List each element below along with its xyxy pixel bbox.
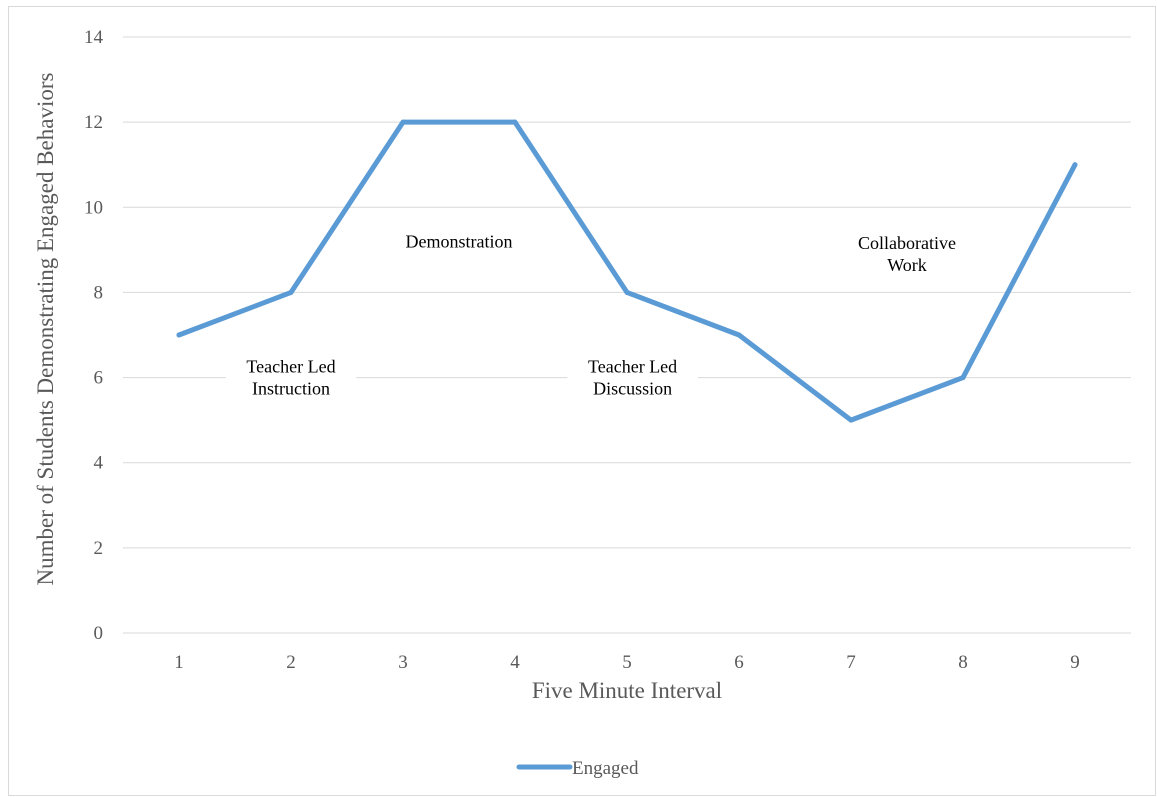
data-point-4 (512, 119, 518, 125)
annotation-text: Teacher Led (588, 357, 677, 377)
annotations: Teacher LedInstructionDemonstrationTeach… (225, 227, 982, 403)
y-tick-label-12: 12 (84, 112, 103, 133)
x-tick-label-9: 9 (1070, 652, 1080, 673)
annotation-text: Instruction (252, 379, 330, 399)
legend-label-engaged: Engaged (572, 758, 639, 779)
data-point-6 (736, 332, 742, 338)
annotation-background (384, 227, 534, 256)
y-tick-label-4: 4 (94, 453, 104, 474)
x-tick-label-5: 5 (622, 652, 632, 673)
y-axis-ticks: 0 2 4 6 8 10 12 14 (84, 27, 104, 644)
y-tick-label-14: 14 (84, 27, 104, 48)
annotation-text: Discussion (593, 379, 672, 399)
annotation-text: Teacher Led (246, 357, 335, 377)
annotation-text: Collaborative (858, 233, 956, 253)
y-tick-label-8: 8 (94, 282, 104, 303)
data-point-9 (1072, 162, 1078, 168)
data-point-8 (960, 375, 966, 381)
y-tick-label-10: 10 (84, 197, 103, 218)
x-tick-label-2: 2 (286, 652, 296, 673)
data-point-5 (624, 289, 630, 295)
series-lines (176, 119, 1078, 423)
x-tick-label-8: 8 (958, 652, 968, 673)
annotation-background (832, 229, 982, 280)
y-tick-label-6: 6 (94, 368, 104, 389)
data-point-2 (288, 289, 294, 295)
data-point-7 (848, 417, 854, 423)
data-point-3 (400, 119, 406, 125)
x-tick-label-6: 6 (734, 652, 744, 673)
annotation-text: Work (887, 255, 927, 275)
y-tick-label-0: 0 (94, 623, 104, 644)
data-point-1 (176, 332, 182, 338)
y-tick-label-2: 2 (94, 538, 104, 559)
gridlines (123, 36, 1131, 634)
x-axis-ticks: 1 2 3 4 5 6 7 8 9 (174, 652, 1080, 673)
x-tick-label-3: 3 (398, 652, 408, 673)
annotation-background (225, 352, 357, 403)
annotation-text: Demonstration (406, 231, 513, 251)
x-tick-label-7: 7 (846, 652, 856, 673)
legend: Engaged (516, 758, 639, 779)
annotation-background (567, 352, 698, 403)
x-axis-title: Five Minute Interval (532, 678, 722, 703)
x-tick-label-1: 1 (174, 652, 184, 673)
y-axis-title: Number of Students Demonstrating Engaged… (33, 72, 58, 585)
x-tick-label-4: 4 (510, 652, 520, 673)
